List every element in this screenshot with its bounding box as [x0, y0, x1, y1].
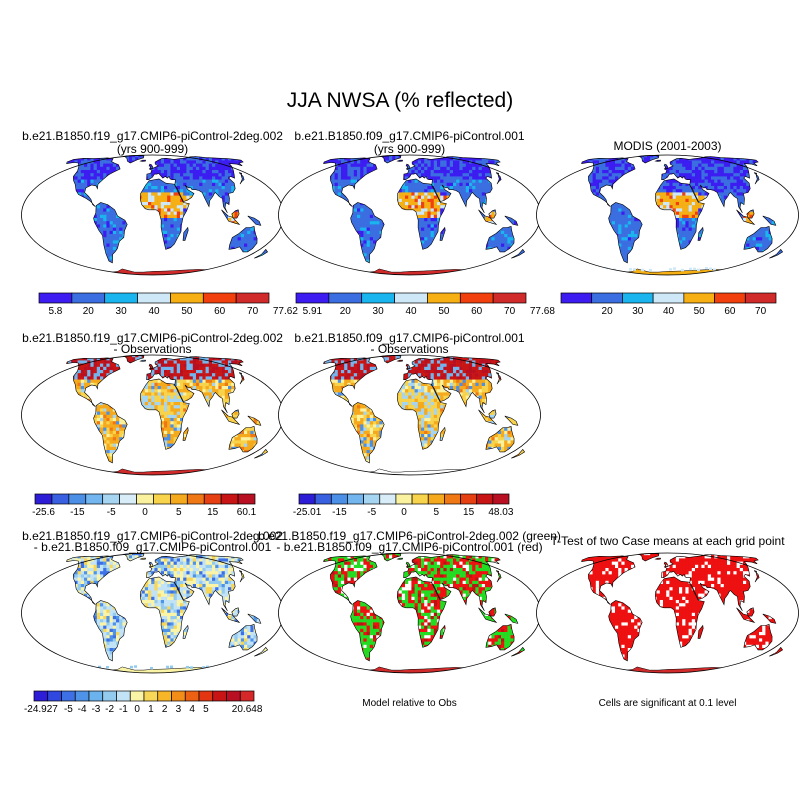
colorbar-obs: 20 30 40 50 60 70 — [560, 292, 777, 317]
colorbar-case2: 5.91 20 30 40 50 60 70 77.68 — [295, 292, 555, 317]
map-case2 — [278, 154, 541, 276]
svg-text:30: 30 — [116, 306, 128, 317]
panel-title-line-1: MODIS (2001-2003) — [515, 140, 800, 153]
map-case1 — [21, 154, 284, 276]
panel-title-line-2: - b.e21.B1850.f09_g17.CMIP6-piControl.00… — [257, 541, 562, 554]
panel-title-line-2: (yrs 900-999) — [0, 143, 305, 156]
panel-title-line-2: - Observations — [0, 343, 305, 356]
map-rel-obs — [278, 552, 541, 674]
svg-text:40: 40 — [148, 306, 160, 317]
panel-title-line-1: b.e21.B1850.f19_g17.CMIP6-piControl-2deg… — [0, 332, 305, 345]
colorbar-case1: 5.8 20 30 40 50 60 70 77.62 — [38, 292, 298, 317]
svg-text:70: 70 — [247, 306, 259, 317]
panel-title-line-1: b.e21.B1850.f09_g17.CMIP6-piControl.001 — [257, 332, 562, 345]
panel-title-line-2: - b.e21.B1850.f09_g17.CMIP6-piControl.00… — [0, 541, 305, 554]
panel-title-line-1: b.e21.B1850.f19_g17.CMIP6-piControl-2deg… — [0, 530, 305, 543]
map-obs — [536, 154, 799, 276]
map-diff1 — [21, 354, 284, 476]
colorbar-diff2: -25.01 -15 -5 0 5 15 48.03 — [293, 493, 514, 518]
svg-text:20: 20 — [83, 306, 95, 317]
svg-text:50: 50 — [181, 306, 193, 317]
caption-ttest: Cells are significant at 0.1 level — [535, 698, 800, 709]
panel-title-line-2: - Observations — [257, 343, 562, 356]
panel-title-line-1: b.e21.B1850.f19_g17.CMIP6-piControl-2deg… — [0, 130, 305, 143]
colorbar-case-diff: -24.927 -5 -4 -3 -2 -1 0 1 2 3 4 5 20.648 — [24, 690, 263, 715]
caption-rel-obs: Model relative to Obs — [277, 698, 542, 709]
panel-title-line-2: (yrs 900-999) — [257, 143, 562, 156]
map-diff2 — [278, 354, 541, 476]
svg-text:60: 60 — [214, 306, 226, 317]
panel-title-line-1: b.e21.B1850.f19_g17.CMIP6-piControl-2deg… — [257, 530, 562, 543]
page-title: JJA NWSA (% reflected) — [0, 89, 800, 113]
panel-title-line-1: b.e21.B1850.f09_g17.CMIP6-piControl.001 — [257, 130, 562, 143]
svg-text:5.8: 5.8 — [48, 306, 62, 317]
map-ttest — [536, 552, 799, 674]
colorbar-diff1: -25.6 -15 -5 0 5 15 60.1 — [32, 493, 257, 518]
map-case-diff — [21, 552, 284, 674]
svg-text:77.62: 77.62 — [273, 306, 298, 317]
panel-title-line-1: T-Test of two Case means at each grid po… — [525, 535, 800, 548]
